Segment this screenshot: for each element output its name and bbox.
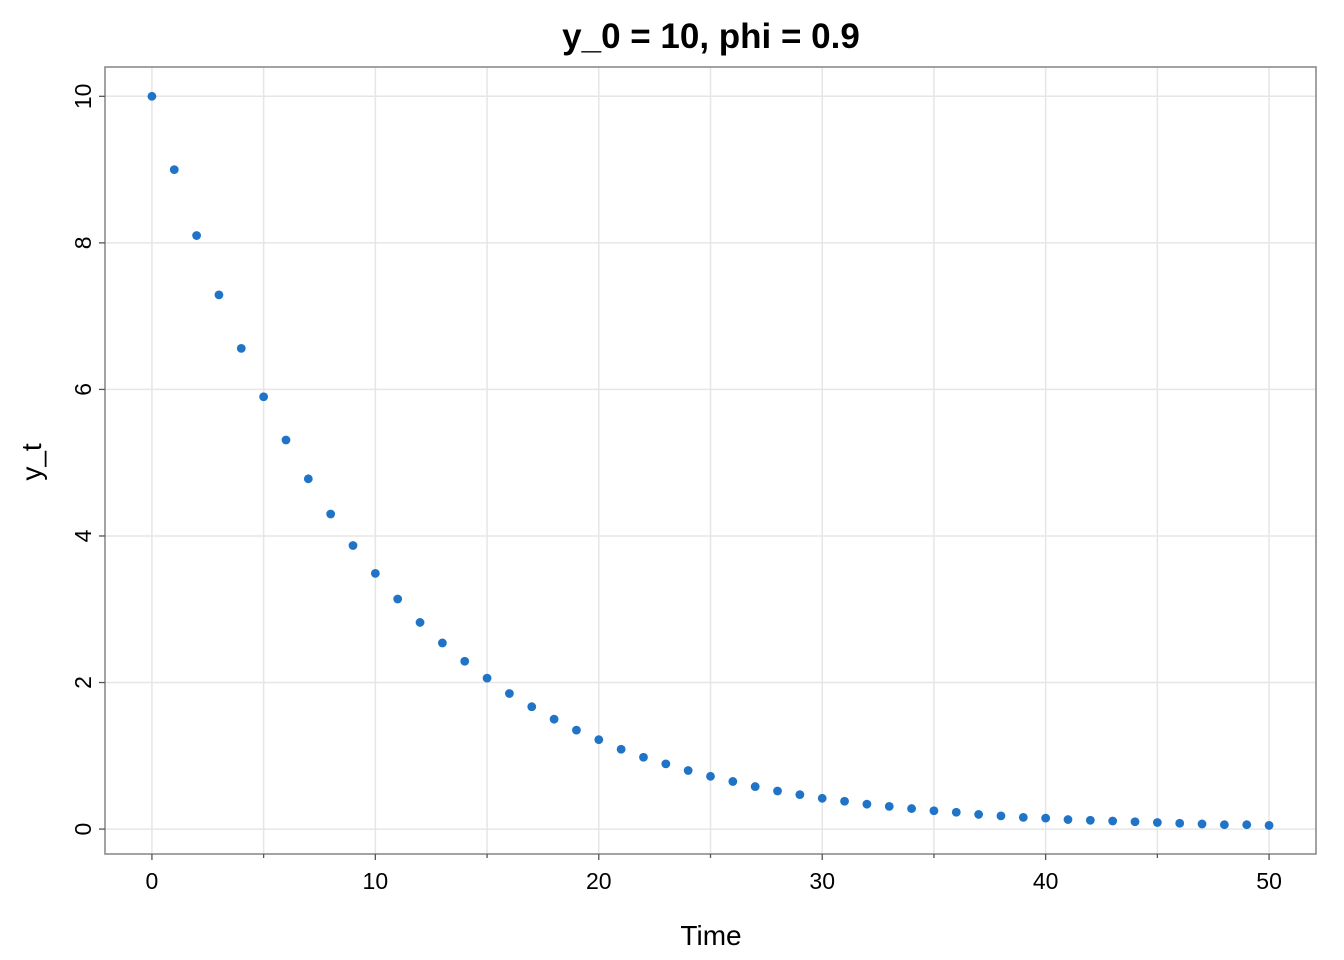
data-point [437, 638, 447, 648]
data-point [1197, 819, 1207, 829]
data-point [393, 594, 403, 604]
data-point [1063, 815, 1073, 824]
x-tick-label: 40 [1033, 868, 1059, 894]
data-point [1085, 815, 1095, 825]
data-point [572, 725, 581, 735]
data-point [884, 801, 894, 811]
data-point [728, 777, 738, 786]
data-point [505, 689, 514, 698]
data-points [147, 91, 1274, 830]
data-point [169, 165, 179, 174]
data-point [281, 435, 291, 445]
data-point [1175, 818, 1185, 828]
data-point [817, 793, 827, 803]
data-point [1108, 816, 1118, 826]
data-point [303, 474, 313, 484]
x-tick-label: 0 [146, 868, 159, 894]
data-point [661, 759, 671, 769]
data-point [1130, 817, 1140, 827]
y-tick-label: 0 [70, 823, 96, 836]
data-point [147, 91, 157, 101]
data-point [236, 343, 246, 353]
data-point [951, 807, 961, 817]
data-point [415, 618, 425, 627]
data-point [639, 752, 648, 762]
data-point [1242, 820, 1252, 830]
data-point [1219, 820, 1229, 830]
x-axis-label: Time [680, 920, 741, 951]
y-axis-label: y_t [16, 443, 47, 481]
data-point [460, 656, 470, 666]
data-point [974, 810, 984, 819]
y-tick-label: 6 [70, 383, 96, 396]
data-point [929, 806, 939, 816]
data-point [192, 231, 202, 240]
data-point [750, 782, 760, 791]
data-point [996, 811, 1006, 821]
data-point [594, 735, 604, 745]
data-point [527, 702, 537, 712]
data-point [1041, 813, 1051, 823]
data-point [214, 290, 224, 300]
data-point [773, 786, 782, 796]
x-tick-label: 10 [363, 868, 389, 894]
data-point [683, 766, 693, 775]
y-tick-label: 8 [70, 236, 96, 249]
data-point [907, 804, 916, 813]
grid-lines [105, 67, 1316, 854]
data-point [862, 799, 872, 809]
data-point [616, 744, 626, 754]
data-point [370, 568, 380, 578]
data-point [326, 509, 336, 519]
y-tick-label: 10 [70, 84, 96, 110]
data-point [1152, 818, 1162, 827]
data-point [1264, 821, 1274, 830]
x-tick-label: 20 [586, 868, 612, 894]
data-point [706, 771, 715, 781]
x-tick-label: 50 [1256, 868, 1282, 894]
chart-title: y_0 = 10, phi = 0.9 [562, 17, 860, 56]
data-point [795, 790, 805, 800]
y-tick-label: 2 [70, 676, 96, 689]
y-tick-label: 4 [70, 529, 96, 542]
data-point [348, 541, 358, 550]
x-axis: 0 10 20 30 40 50 [146, 854, 1282, 894]
data-point [259, 392, 269, 402]
y-axis: 0 2 4 6 8 10 [70, 84, 105, 836]
data-point [840, 796, 849, 806]
data-point [482, 673, 492, 683]
data-point [1018, 812, 1028, 822]
x-tick-label: 30 [809, 868, 835, 894]
data-point [549, 714, 559, 724]
